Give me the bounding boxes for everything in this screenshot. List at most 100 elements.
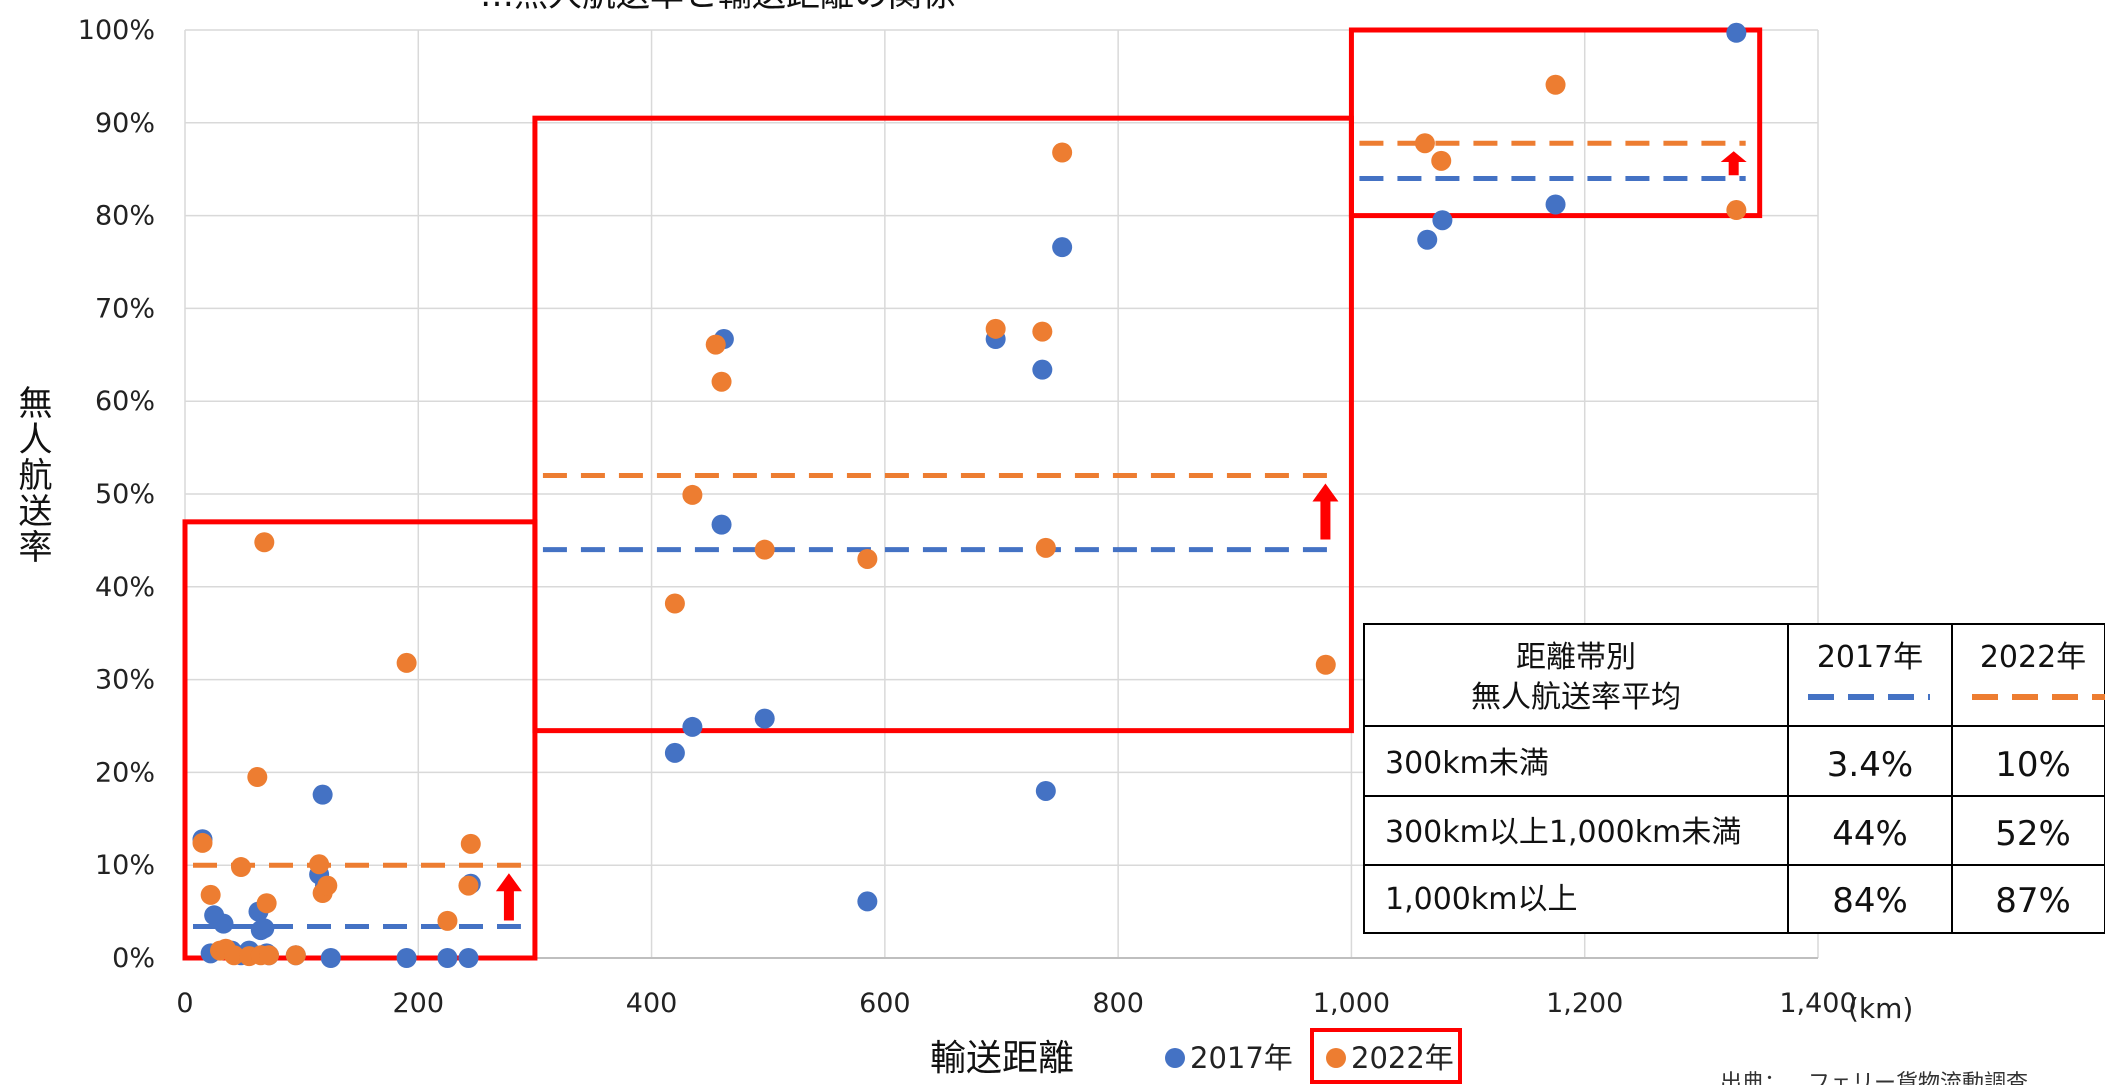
data-point <box>200 884 221 905</box>
legend-label-2022: 2022年 <box>1351 1041 1454 1075</box>
data-point <box>460 833 481 854</box>
legend: 2017年 2022年 <box>1165 1028 1462 1084</box>
data-point <box>1414 133 1435 154</box>
average-table: 距離帯別 無人航送率平均 2017年 2022年 300km未満 3.4% 10… <box>1363 623 2105 934</box>
data-point <box>857 891 878 912</box>
data-point <box>664 593 685 614</box>
x-tick-label: 400 <box>626 988 678 1019</box>
data-point <box>437 910 458 931</box>
y-tick-label: 30% <box>95 665 155 696</box>
x-tick-label: 800 <box>1092 988 1144 1019</box>
band-boxes <box>182 27 1763 961</box>
data-point <box>985 318 1006 339</box>
increase-arrow-icon <box>1312 483 1339 540</box>
data-point <box>1545 74 1566 95</box>
data-point <box>1032 359 1053 380</box>
x-tick-label: 1,200 <box>1546 988 1623 1019</box>
data-point <box>254 918 275 939</box>
y-tick-label: 10% <box>95 850 155 881</box>
data-point <box>458 948 479 968</box>
data-point <box>711 514 732 535</box>
data-point <box>317 875 338 896</box>
y-tick-label: 50% <box>95 479 155 510</box>
table-frame <box>1363 623 2105 934</box>
table-value-2022: 87% <box>1995 881 2071 921</box>
y-tick-label: 20% <box>95 757 155 788</box>
x-tick-label: 600 <box>859 988 911 1019</box>
x-tick-label: 200 <box>393 988 445 1019</box>
data-point <box>256 893 277 914</box>
data-point <box>213 913 234 934</box>
data-point <box>309 854 330 875</box>
x-unit-label: (km) <box>1848 992 1913 1025</box>
data-point <box>396 948 417 968</box>
table-value-2017: 3.4% <box>1827 745 1913 785</box>
data-point <box>437 948 458 968</box>
data-point <box>754 539 775 560</box>
data-point <box>312 784 333 805</box>
gridlines <box>184 29 1819 959</box>
data-point <box>1052 142 1073 163</box>
data-point <box>1052 237 1073 258</box>
data-point <box>258 945 279 966</box>
data-point <box>1726 200 1747 221</box>
data-point <box>1315 654 1336 675</box>
source-note: 出典：…フェリー貨物流動調査 <box>1720 1071 2028 1085</box>
data-point <box>247 767 268 788</box>
y-tick-label: 60% <box>95 386 155 417</box>
x-tick-label: 1,400 <box>1779 988 1856 1019</box>
series-2022 <box>192 74 1747 967</box>
data-point <box>320 948 341 968</box>
x-axis-label: 輸送距離 <box>930 1038 1074 1079</box>
legend-label-2017: 2017年 <box>1190 1041 1293 1075</box>
table-value-2022: 10% <box>1995 745 2071 785</box>
data-point <box>285 945 306 966</box>
data-point <box>711 371 732 392</box>
band-box <box>532 115 1354 734</box>
y-tick-label: 40% <box>95 572 155 603</box>
data-point <box>254 532 275 553</box>
data-point <box>192 832 213 853</box>
data-point <box>1726 22 1747 43</box>
y-axis-label: 無人航送率 <box>12 385 52 565</box>
legend-marker-2022 <box>1326 1048 1346 1068</box>
data-point <box>705 334 726 355</box>
table-value-2017: 84% <box>1832 881 1908 921</box>
increase-arrows <box>495 151 1747 921</box>
data-point <box>682 716 703 737</box>
data-point <box>664 742 685 763</box>
y-tick-label: 70% <box>95 293 155 324</box>
y-tick-label: 80% <box>95 201 155 232</box>
x-tick-labels: 0 200 400 600 800 1,000 1,200 1,400 <box>176 988 1856 1019</box>
legend-marker-2017 <box>1165 1048 1185 1068</box>
band-box <box>182 519 538 961</box>
legend-highlight-box <box>1310 1028 1462 1084</box>
chart-title: …無人航送率と輸送距離の関係 <box>480 0 956 15</box>
data-point <box>230 857 251 878</box>
data-point <box>1545 194 1566 215</box>
y-tick-labels: 0% 10% 20% 30% 40% 50% 60% 70% 80% 90% 100% <box>78 15 155 974</box>
x-tick-label: 0 <box>176 988 193 1019</box>
table-row-label: 300km未満 <box>1385 746 1549 781</box>
x-tick-label: 1,000 <box>1313 988 1390 1019</box>
increase-arrow-icon <box>1720 151 1747 176</box>
table-value-2017: 44% <box>1832 814 1908 854</box>
data-point <box>223 945 244 966</box>
data-point <box>1032 321 1053 342</box>
data-point <box>1432 210 1453 231</box>
data-point <box>857 548 878 569</box>
table-header-label-1: 距離帯別 <box>1516 640 1636 675</box>
table-row-label: 1,000km以上 <box>1385 882 1577 917</box>
data-point <box>1417 229 1438 250</box>
data-point <box>1035 537 1056 558</box>
table-value-2022: 52% <box>1995 814 2071 854</box>
table-col-2022: 2022年 <box>1980 640 2086 675</box>
band-box <box>1348 27 1763 219</box>
y-tick-label: 0% <box>112 943 155 974</box>
table-header-label-2: 無人航送率平均 <box>1471 680 1681 715</box>
data-point <box>682 484 703 505</box>
average-lines <box>193 140 1746 929</box>
table-col-2017: 2017年 <box>1817 640 1923 675</box>
data-point <box>1431 150 1452 171</box>
